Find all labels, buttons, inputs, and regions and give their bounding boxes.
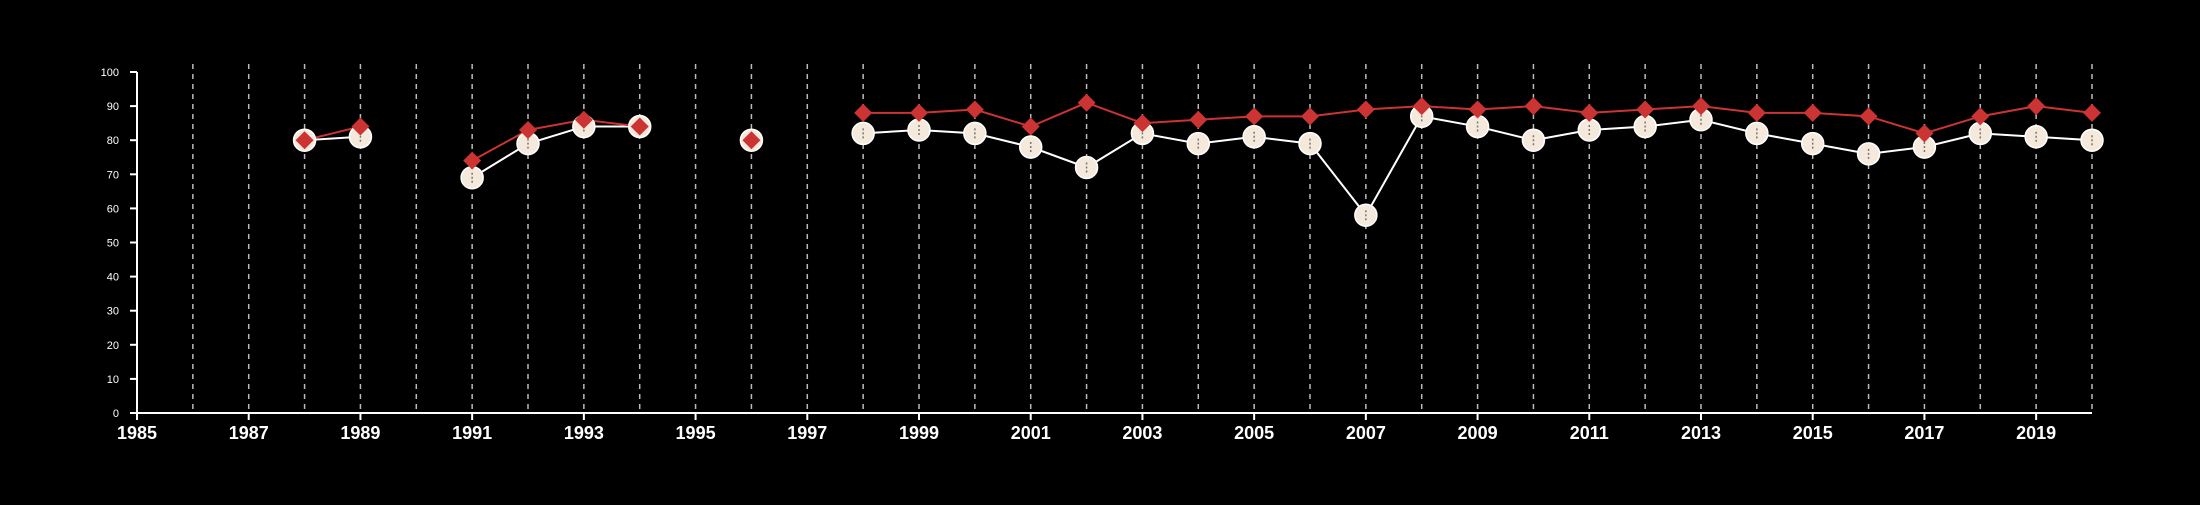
diamond-point-1991	[463, 151, 482, 170]
diamond-point-2005	[1245, 107, 1264, 126]
diamond-point-1989	[351, 117, 370, 136]
x-tick-label-2013: 2013	[1681, 423, 1721, 443]
y-tick-label-0: 0	[113, 408, 119, 420]
x-tick-label-2009: 2009	[1458, 423, 1498, 443]
circle-point-2004	[1186, 131, 1211, 156]
diamond-point-2015	[1803, 103, 1822, 122]
diamond-point-1988	[295, 131, 314, 150]
y-tick-label-10: 10	[107, 374, 119, 386]
circle-point-2012	[1633, 114, 1657, 139]
diamond-point-2019	[2027, 97, 2046, 116]
circle-point-1999	[907, 118, 931, 142]
diamond-point-2020	[2083, 103, 2101, 122]
x-tick-label-1985: 1985	[117, 423, 157, 443]
circle-point-2018	[1968, 121, 1993, 146]
y-tick-label-80: 80	[107, 135, 119, 147]
circle-point-2009	[1465, 114, 1490, 139]
x-tick-label-2007: 2007	[1346, 423, 1386, 443]
y-tick-label-100: 100	[101, 67, 119, 79]
x-tick-label-1989: 1989	[340, 423, 380, 443]
diamond-point-2001	[1021, 117, 1040, 136]
y-tick-label-40: 40	[107, 272, 119, 284]
x-tick-label-2019: 2019	[2016, 423, 2056, 443]
y-tick-label-20: 20	[107, 340, 119, 352]
circle-point-2002	[1074, 155, 1099, 180]
diamond-point-1992	[519, 120, 537, 139]
diamond-point-2004	[1189, 110, 1208, 129]
x-tick-label-2011: 2011	[1570, 423, 1609, 443]
diamond-point-2002	[1077, 93, 1096, 112]
circle-point-2010	[1521, 128, 1546, 152]
diamond-point-2011	[1580, 103, 1599, 122]
axes: 0 10 20 30 40 50 60 70 80 90 100 1985 1987 1989 1991 19…	[101, 67, 2092, 443]
diamond-point-2007	[1356, 100, 1375, 119]
x-tick-label-2015: 2015	[1793, 423, 1833, 443]
diamond-point-2000	[965, 100, 984, 119]
diamond-point-1993	[574, 110, 593, 129]
circle-point-2005	[1242, 125, 1266, 149]
circle-point-1998	[851, 121, 875, 146]
diamond-point-1996	[742, 131, 761, 150]
diamond-point-2009	[1468, 100, 1487, 119]
y-tick-label-30: 30	[107, 306, 119, 318]
circle-point-2001	[1018, 135, 1043, 159]
x-tick-label-1997: 1997	[787, 423, 827, 443]
y-tick-label-90: 90	[107, 101, 119, 113]
diamond-point-2006	[1301, 107, 1319, 126]
diamond-point-1998	[854, 103, 873, 122]
y-tick-label-70: 70	[107, 169, 119, 181]
circle-point-2013	[1689, 107, 1713, 132]
diamond-point-2013	[1692, 97, 1710, 116]
x-tick-label-1999: 1999	[899, 423, 939, 443]
diamond-point-2012	[1636, 100, 1655, 119]
vertical-gridlines	[192, 64, 2093, 413]
diamond-point-2016	[1859, 107, 1878, 126]
x-tick-label-2003: 2003	[1122, 423, 1162, 443]
diamond-point-2003	[1133, 114, 1152, 133]
diamond-point-2008	[1412, 97, 1431, 116]
diamond-point-2018	[1971, 107, 1990, 126]
circle-point-2015	[1800, 131, 1825, 156]
diamond-point-2017	[1915, 124, 1934, 143]
circle-point-2014	[1745, 121, 1769, 146]
diamond-point-1994	[630, 117, 649, 136]
diamond-point-2010	[1524, 97, 1543, 116]
circle-point-2020	[2080, 128, 2104, 152]
circle-point-2007	[1354, 203, 1378, 227]
x-tick-label-1991: 1991	[452, 423, 492, 443]
circle-point-1991	[460, 165, 484, 190]
white-series-line-segment-1	[471, 125, 640, 179]
circle-point-2011	[1577, 118, 1602, 142]
x-tick-label-2001: 2001	[1011, 423, 1051, 443]
circle-point-2006	[1298, 131, 1322, 156]
diamond-point-1999	[910, 103, 928, 122]
y-tick-label-60: 60	[107, 203, 119, 215]
series-markers	[292, 93, 2104, 227]
x-tick-label-2005: 2005	[1234, 423, 1274, 443]
circle-point-2016	[1856, 142, 1881, 166]
x-tick-label-2017: 2017	[1904, 423, 1944, 443]
circle-point-2019	[2024, 125, 2048, 149]
circle-point-2017	[1912, 135, 1937, 159]
y-tick-label-50: 50	[107, 238, 119, 250]
x-tick-label-1995: 1995	[676, 423, 716, 443]
red-series-line-segment-1	[471, 118, 640, 162]
x-tick-label-1987: 1987	[229, 423, 269, 443]
circle-point-1992	[516, 131, 540, 156]
circle-point-2000	[963, 121, 987, 146]
diamond-point-2014	[1747, 103, 1766, 122]
x-tick-label-1993: 1993	[564, 423, 604, 443]
